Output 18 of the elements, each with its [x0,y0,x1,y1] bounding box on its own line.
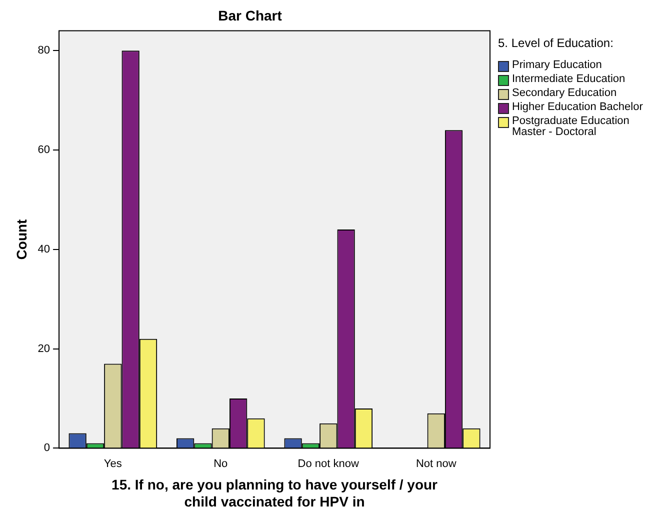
y-tick-label: 60 [38,144,50,156]
legend-label: Secondary Education [512,87,617,99]
x-tick-label: Not now [416,458,456,470]
x-tick-label: Yes [104,458,122,470]
legend-label: Primary Education [512,59,602,71]
chart-title: Bar Chart [218,7,282,24]
x-tick-label: No [214,458,228,470]
y-tick-label: 0 [44,442,50,454]
legend-label: Higher Education Bachelor [512,101,643,113]
y-tick-label: 40 [38,243,50,256]
x-tick-label: Do not know [298,458,360,470]
y-axis-title: Count [13,218,30,260]
x-axis-title: 15. If no, are you planning to have yourself / your child vaccinated for HPV in [112,476,438,510]
legend-label: Intermediate Education [512,73,626,85]
legend-label: Postgraduate Education Master - Doctoral [512,115,630,138]
y-tick-label: 80 [38,44,50,57]
y-tick-label: 20 [38,342,50,355]
legend-title: 5. Level of Education: [498,36,614,50]
